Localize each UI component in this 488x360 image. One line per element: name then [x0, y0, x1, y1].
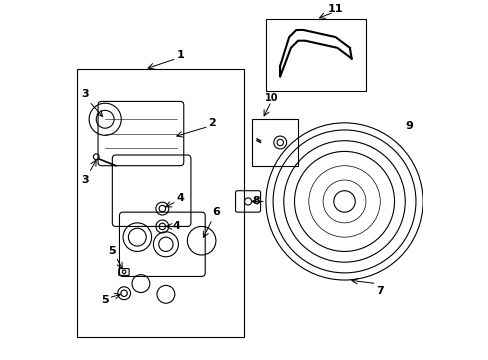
Text: 7: 7: [376, 286, 384, 296]
Text: 4: 4: [172, 221, 180, 231]
Text: 1: 1: [176, 50, 183, 60]
Text: 3: 3: [81, 175, 89, 185]
Text: 9: 9: [404, 121, 412, 131]
Text: 10: 10: [264, 93, 278, 103]
Bar: [265, 19, 365, 91]
Bar: [77, 69, 244, 337]
Text: 6: 6: [212, 207, 220, 217]
Bar: [251, 119, 298, 166]
Text: 5: 5: [101, 295, 109, 305]
Text: 8: 8: [252, 197, 260, 206]
Text: 3: 3: [81, 89, 89, 99]
Text: 2: 2: [208, 118, 216, 128]
Text: 11: 11: [327, 4, 343, 14]
Text: 4: 4: [176, 193, 184, 203]
Text: 5: 5: [108, 247, 116, 256]
